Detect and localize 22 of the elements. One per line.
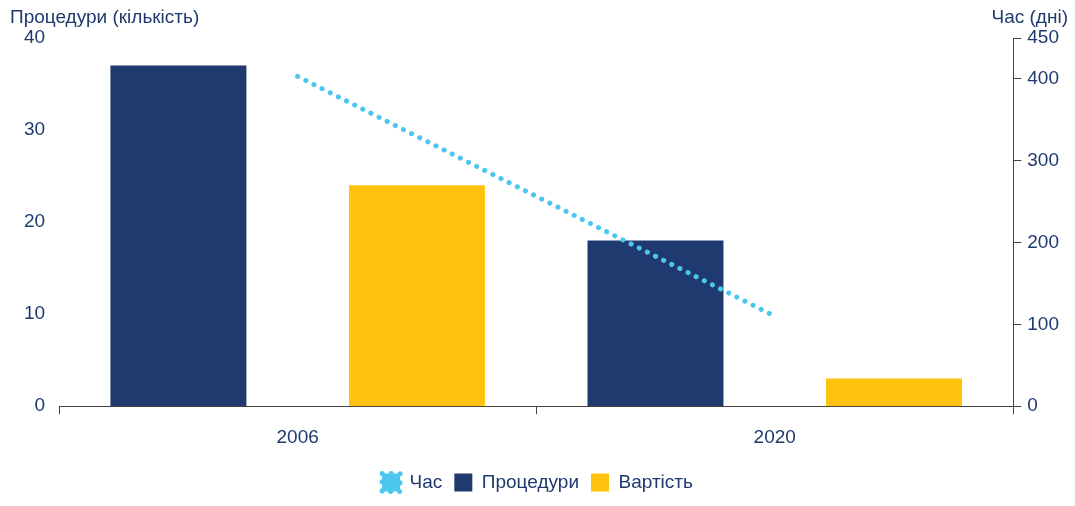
bar xyxy=(110,65,247,407)
legend-label: Вартість xyxy=(618,470,693,492)
y2-tick-label: 0 xyxy=(1027,394,1038,416)
x-tick-label: 2020 xyxy=(753,425,796,447)
y2-tick-label: 100 xyxy=(1027,312,1059,334)
y2-tick-label: 400 xyxy=(1027,67,1059,89)
bar xyxy=(587,240,724,407)
y-tick-label: 10 xyxy=(23,302,46,324)
legend-label: Процедури xyxy=(481,470,579,492)
legend-label: Час xyxy=(409,470,443,492)
bar xyxy=(826,378,963,407)
y2-axis-title: Час (дні) xyxy=(991,5,1068,27)
x-tick-label: 2006 xyxy=(276,425,319,447)
y-tick-label: 40 xyxy=(23,26,46,48)
y-tick-label: 20 xyxy=(23,210,46,232)
y-tick-label: 0 xyxy=(34,394,46,416)
y2-tick-label: 300 xyxy=(1027,148,1059,170)
bar xyxy=(348,185,485,407)
y2-tick-label: 200 xyxy=(1027,230,1059,252)
y-axis-title: Процедури (кількість) xyxy=(10,5,200,27)
y2-tick-label: 450 xyxy=(1027,26,1059,48)
y-tick-label: 30 xyxy=(23,118,46,140)
